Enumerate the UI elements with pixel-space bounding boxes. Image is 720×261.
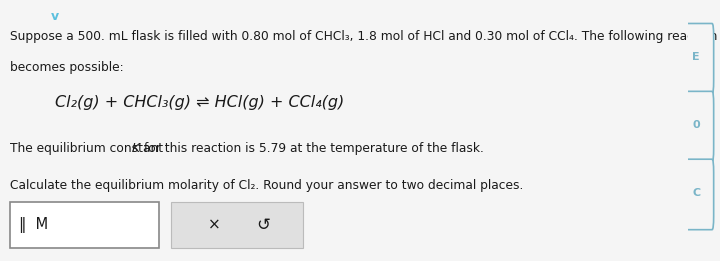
Text: C: C [692, 188, 701, 198]
Text: ↺: ↺ [256, 216, 270, 234]
Text: E: E [693, 52, 700, 62]
Text: Suppose a 500. mL flask is filled with 0.80 mol of CHCl₃, 1.8 mol of HCl and 0.3: Suppose a 500. mL flask is filled with 0… [10, 30, 718, 43]
Text: ‖  M: ‖ M [19, 217, 48, 233]
FancyBboxPatch shape [682, 159, 714, 230]
Text: Calculate the equilibrium molarity of Cl₂. Round your answer to two decimal plac: Calculate the equilibrium molarity of Cl… [10, 179, 523, 192]
Text: The equilibrium constant: The equilibrium constant [10, 142, 167, 155]
Text: 0: 0 [693, 120, 700, 130]
Text: becomes possible:: becomes possible: [10, 61, 124, 74]
Text: Cl₂(g) + CHCl₃(g) ⇌ HCl(g) + CCl₄(g): Cl₂(g) + CHCl₃(g) ⇌ HCl(g) + CCl₄(g) [55, 95, 345, 110]
FancyBboxPatch shape [682, 91, 714, 162]
Text: for this reaction is 5.79 at the temperature of the flask.: for this reaction is 5.79 at the tempera… [140, 142, 484, 155]
FancyBboxPatch shape [171, 202, 302, 248]
Text: K: K [131, 142, 140, 155]
FancyBboxPatch shape [682, 23, 714, 94]
FancyBboxPatch shape [10, 202, 159, 248]
Text: v: v [51, 10, 59, 23]
Text: ×: × [208, 218, 221, 233]
